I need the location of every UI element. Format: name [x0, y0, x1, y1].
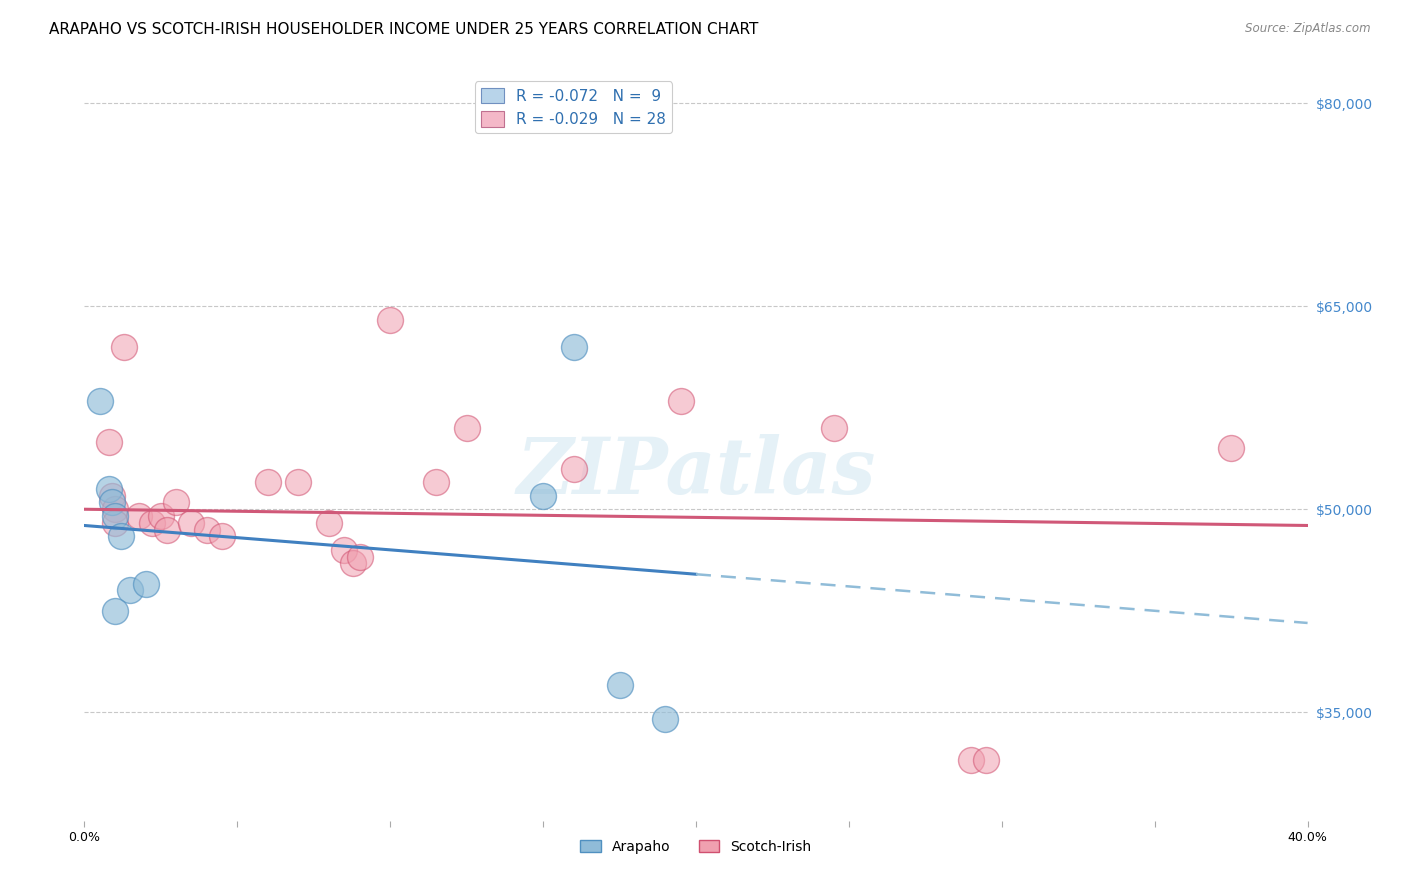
Point	[976, 753, 998, 767]
Point	[1220, 442, 1243, 456]
Point	[669, 393, 692, 408]
Point	[104, 508, 127, 523]
Point	[195, 523, 218, 537]
Point	[318, 516, 340, 530]
Point	[149, 508, 172, 523]
Point	[110, 529, 132, 543]
Point	[425, 475, 447, 490]
Point	[135, 576, 157, 591]
Text: Source: ZipAtlas.com: Source: ZipAtlas.com	[1246, 22, 1371, 36]
Text: ARAPAHO VS SCOTCH-IRISH HOUSEHOLDER INCOME UNDER 25 YEARS CORRELATION CHART: ARAPAHO VS SCOTCH-IRISH HOUSEHOLDER INCO…	[49, 22, 759, 37]
Point	[333, 542, 356, 557]
Point	[112, 340, 135, 354]
Point	[211, 529, 233, 543]
Point	[141, 516, 163, 530]
Point	[531, 489, 554, 503]
Point	[165, 495, 187, 509]
Point	[342, 557, 364, 571]
Point	[180, 516, 202, 530]
Point	[104, 502, 127, 516]
Point	[97, 434, 120, 449]
Point	[380, 312, 402, 326]
Point	[349, 549, 371, 564]
Point	[97, 482, 120, 496]
Point	[609, 678, 631, 692]
Point	[89, 393, 111, 408]
Point	[287, 475, 309, 490]
Point	[156, 523, 179, 537]
Text: ZIPatlas: ZIPatlas	[516, 434, 876, 510]
Point	[562, 461, 585, 475]
Point	[104, 604, 127, 618]
Point	[654, 712, 676, 726]
Legend: Arapaho, Scotch-Irish: Arapaho, Scotch-Irish	[575, 834, 817, 859]
Point	[120, 583, 142, 598]
Point	[456, 421, 478, 435]
Point	[257, 475, 280, 490]
Point	[101, 495, 124, 509]
Point	[562, 340, 585, 354]
Point	[128, 508, 150, 523]
Point	[960, 753, 983, 767]
Point	[823, 421, 845, 435]
Point	[101, 489, 124, 503]
Point	[104, 516, 127, 530]
